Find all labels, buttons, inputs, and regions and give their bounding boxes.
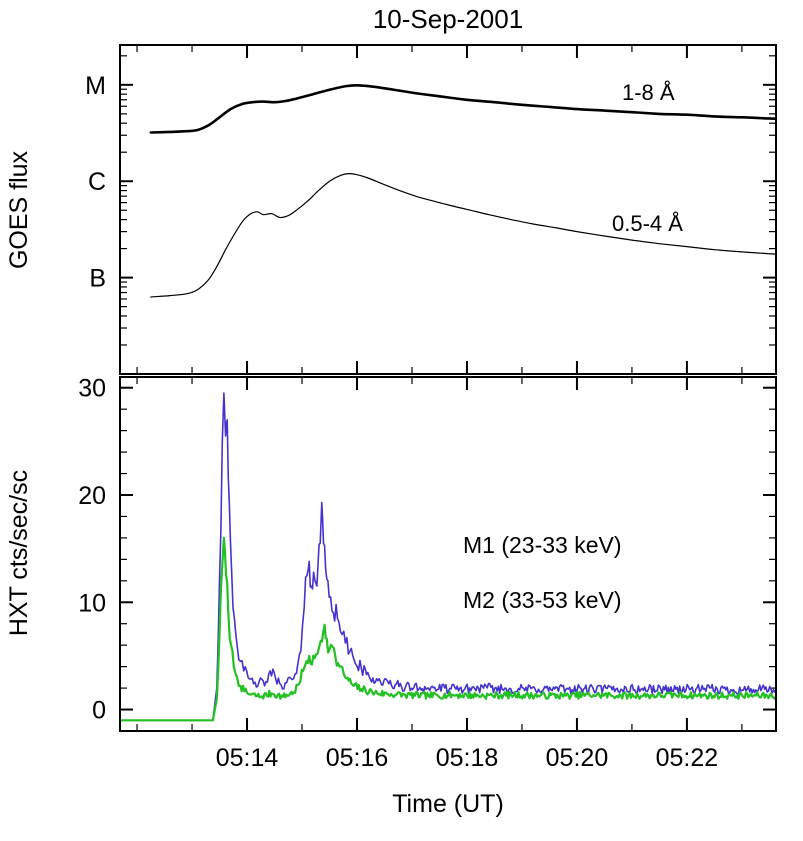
hxt-panel-frame xyxy=(119,376,777,732)
x-tick-label: 05:16 xyxy=(326,744,389,772)
goes-short-channel-label: 0.5-4 Å xyxy=(612,211,683,236)
goes-series-layer xyxy=(149,84,775,298)
goes-series-0-5-4- xyxy=(150,172,775,298)
hxt-series-layer xyxy=(121,392,775,722)
y-tick-label: B xyxy=(89,265,106,293)
goes-series-1-8- xyxy=(149,84,775,134)
y-tick-label: 20 xyxy=(78,482,106,510)
goes-panel-frame xyxy=(119,44,777,375)
hxt-y-axis-title: HXT cts/sec/sc xyxy=(5,470,33,636)
y-tick-label: 30 xyxy=(78,375,106,403)
legend-m1-label: M1 (23-33 keV) xyxy=(463,532,622,558)
x-tick-label: 05:22 xyxy=(656,744,719,772)
ticks-layer xyxy=(120,45,776,731)
y-tick-label: 10 xyxy=(78,589,106,617)
x-tick-label: 05:14 xyxy=(216,744,279,772)
y-tick-label: C xyxy=(88,168,106,196)
chart-title: 10-Sep-2001 xyxy=(373,4,523,34)
x-tick-label: 05:20 xyxy=(546,744,609,772)
legend-m2-label: M2 (33-53 keV) xyxy=(463,587,622,613)
goes-y-axis-title: GOES flux xyxy=(5,150,33,269)
hxt-series-m1-23-33-kev- xyxy=(121,392,775,722)
hxt-series-m2-33-53-kev- xyxy=(121,536,775,722)
y-tick-label: M xyxy=(85,72,106,100)
goes-long-channel-label: 1-8 Å xyxy=(622,80,675,105)
x-tick-label: 05:18 xyxy=(436,744,499,772)
y-tick-label: 0 xyxy=(92,697,106,725)
x-axis-title: Time (UT) xyxy=(392,790,504,818)
